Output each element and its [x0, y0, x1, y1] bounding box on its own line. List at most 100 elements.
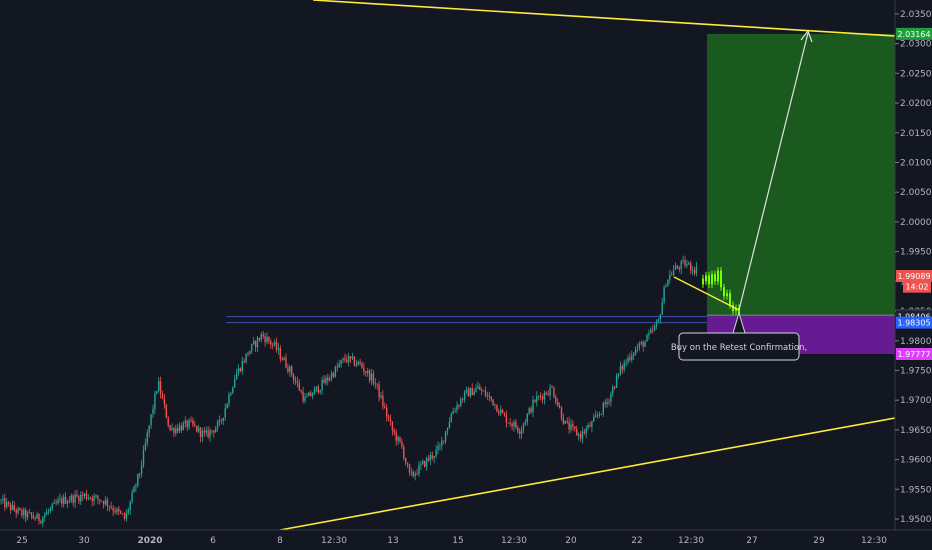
candle-body — [169, 425, 171, 430]
candle-body — [150, 414, 152, 426]
profit-zone — [707, 33, 895, 316]
candle-body — [414, 473, 416, 476]
candle-body — [346, 359, 348, 362]
candle-body — [256, 337, 259, 348]
price-tick-label: 1.95500 — [900, 485, 932, 495]
candle-body — [171, 428, 173, 430]
candle-body — [121, 513, 124, 515]
candle-body — [78, 496, 80, 502]
candle-body — [619, 365, 622, 374]
candle-body — [254, 341, 257, 348]
candle-body — [498, 411, 500, 414]
candle-body — [104, 499, 107, 505]
candle-body — [306, 396, 308, 398]
time-tick-label: 27 — [746, 536, 757, 546]
annotation-pointer — [732, 311, 746, 334]
candle-body — [25, 509, 27, 518]
candle-body — [545, 392, 547, 395]
candle-body — [21, 510, 23, 516]
candle-body — [329, 378, 331, 381]
candle-body — [163, 398, 166, 405]
candle-body — [427, 458, 430, 461]
position-tool[interactable] — [707, 33, 895, 355]
candle-body — [57, 500, 59, 504]
candle-body — [462, 399, 464, 400]
time-tick-label: 22 — [631, 536, 642, 546]
candle-body — [657, 319, 660, 322]
candle-body — [230, 393, 232, 395]
candle-body — [475, 388, 477, 392]
candle-body — [591, 421, 593, 427]
candle-body — [433, 456, 435, 459]
candle-body — [399, 436, 401, 442]
candle-body — [572, 424, 574, 427]
candle-body — [344, 358, 346, 360]
candle-body — [494, 404, 496, 406]
candle-body — [695, 266, 698, 274]
annotation-callout[interactable]: Buy on the Retest Confirmation, — [671, 332, 807, 361]
candle-body — [42, 517, 44, 523]
candle-body — [691, 269, 694, 271]
lower-trendline — [279, 417, 896, 531]
candle-body — [323, 379, 325, 384]
candle-body — [416, 473, 418, 475]
candle-body — [558, 405, 561, 408]
candle-body — [378, 384, 380, 398]
candle-body — [173, 428, 175, 434]
candle-body — [334, 366, 337, 377]
candle-body — [384, 406, 386, 408]
candle-body — [64, 496, 67, 504]
candle-body — [123, 514, 126, 519]
candle-body — [576, 428, 578, 436]
candle-body — [674, 265, 677, 270]
candle-body — [595, 415, 597, 417]
candle-body — [258, 337, 261, 341]
candle-body — [51, 503, 53, 509]
candle-body — [175, 428, 177, 434]
candle-body — [89, 497, 91, 499]
candle-body — [387, 416, 390, 420]
candle-body — [74, 494, 76, 503]
candle-body — [45, 512, 48, 516]
candle-body — [629, 357, 631, 360]
time-tick-label: 12:30 — [501, 536, 527, 546]
candle-body — [264, 336, 266, 343]
candle-body — [228, 394, 230, 404]
candle-body — [313, 388, 316, 395]
candle-body — [302, 391, 304, 401]
candle-body — [159, 381, 162, 395]
projected-candle-body — [717, 270, 719, 282]
candle-body — [97, 495, 99, 500]
candle-body — [177, 428, 179, 432]
candle-body — [133, 486, 135, 493]
candle-body — [543, 392, 546, 400]
candle-body — [425, 458, 428, 467]
candle-body — [441, 440, 443, 446]
candle-body — [2, 498, 4, 501]
candle-body — [507, 422, 509, 424]
candle-body — [76, 494, 78, 497]
candle-body — [530, 408, 532, 413]
candle-body — [23, 509, 25, 516]
time-tick-label: 12:30 — [321, 536, 347, 546]
candle-body — [270, 341, 272, 345]
candle-body — [623, 362, 625, 370]
projected-candle-body — [735, 308, 737, 312]
candle-body — [448, 421, 451, 429]
time-axis[interactable] — [0, 530, 895, 550]
candle-body — [7, 502, 10, 504]
candle-body — [116, 508, 118, 513]
candle-body — [17, 508, 19, 513]
retest-trendline — [673, 276, 740, 311]
candle-body — [330, 373, 333, 379]
trend-lines[interactable] — [279, 0, 896, 531]
price-badge — [896, 316, 932, 329]
support-lines[interactable] — [226, 316, 707, 324]
candle-body — [515, 421, 517, 428]
candle-body — [633, 354, 635, 356]
candle-body — [579, 434, 582, 439]
candle-body — [652, 329, 654, 331]
candle-body — [484, 390, 487, 397]
candle-body — [482, 390, 485, 392]
